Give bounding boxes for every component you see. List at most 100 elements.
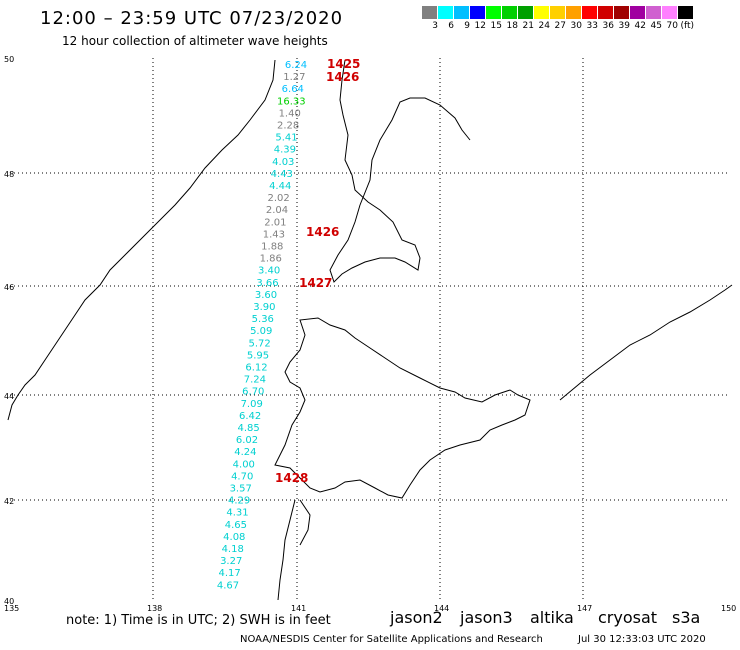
pass-time-label: 1427 bbox=[299, 276, 332, 290]
wave-height-value: 1.43 bbox=[263, 229, 285, 240]
color-scale-label: 36 bbox=[602, 21, 614, 31]
wave-height-value: 5.72 bbox=[248, 338, 270, 349]
legend-jason3: jason3 bbox=[460, 608, 513, 627]
wave-height-value: 5.36 bbox=[252, 314, 274, 325]
grid bbox=[10, 58, 727, 600]
lat-label: 40 bbox=[4, 597, 14, 606]
color-scale-label: 9 bbox=[464, 21, 470, 31]
color-scale-label: 21 bbox=[522, 21, 534, 31]
color-swatch bbox=[646, 6, 662, 19]
color-scale-label: 42 bbox=[634, 21, 646, 31]
wave-height-value: 3.66 bbox=[256, 278, 278, 289]
wave-height-value: 6.02 bbox=[236, 435, 258, 446]
color-swatch bbox=[502, 6, 518, 19]
lon-label: 144 bbox=[434, 604, 449, 613]
wave-height-value: 2.01 bbox=[264, 217, 286, 228]
color-swatch bbox=[438, 6, 454, 19]
color-swatch bbox=[422, 6, 438, 19]
lat-label: 42 bbox=[4, 497, 14, 506]
lon-label: 138 bbox=[147, 604, 162, 613]
color-swatch bbox=[486, 6, 502, 19]
wave-height-value: 2.28 bbox=[277, 121, 299, 132]
wave-height-value: 5.41 bbox=[275, 133, 297, 144]
lon-label: 150 bbox=[721, 604, 736, 613]
pass-time-label: 1428 bbox=[275, 471, 308, 485]
wave-height-value: 1.88 bbox=[261, 242, 283, 253]
map-title: 12:00 – 23:59 UTC 07/23/2020 bbox=[40, 8, 344, 29]
color-scale-label: (ft) bbox=[680, 21, 694, 31]
wave-height-value: 6.12 bbox=[245, 363, 267, 374]
color-swatch bbox=[534, 6, 550, 19]
pass-time-label: 1425 bbox=[327, 57, 360, 71]
color-scale-label: 6 bbox=[448, 21, 454, 31]
color-swatch bbox=[630, 6, 646, 19]
lat-label: 46 bbox=[4, 283, 14, 292]
wave-height-value: 4.03 bbox=[272, 157, 294, 168]
map-subtitle: 12 hour collection of altimeter wave hei… bbox=[62, 34, 328, 48]
color-scale-label: 12 bbox=[474, 21, 486, 31]
color-scale-label: 27 bbox=[554, 21, 566, 31]
wave-height-value: 4.85 bbox=[237, 423, 259, 434]
wave-height-value: 2.02 bbox=[267, 193, 289, 204]
color-scale-label: 70 bbox=[666, 21, 678, 31]
wave-height-value: 1.40 bbox=[279, 108, 301, 119]
color-scale-label: 39 bbox=[618, 21, 630, 31]
lon-label: 141 bbox=[291, 604, 306, 613]
wave-height-value: 3.90 bbox=[253, 302, 275, 313]
lat-label: 50 bbox=[4, 55, 14, 64]
footer-note: note: 1) Time is in UTC; 2) SWH is in fe… bbox=[66, 613, 331, 628]
legend-s3a: s3a bbox=[672, 608, 701, 627]
track-values: 6.241.276.6416.331.402.285.414.394.034.4… bbox=[217, 60, 307, 591]
legend-cryosat: cryosat bbox=[598, 608, 658, 627]
color-scale-label: 15 bbox=[490, 21, 502, 31]
wave-height-value: 4.17 bbox=[218, 568, 240, 579]
wave-height-value: 4.31 bbox=[226, 508, 248, 519]
color-scale-label: 24 bbox=[538, 21, 550, 31]
color-scale-label: 33 bbox=[586, 21, 598, 31]
lon-label: 147 bbox=[577, 604, 592, 613]
lat-labels: 50 48 46 44 42 40 bbox=[4, 55, 14, 606]
color-scale-label: 18 bbox=[506, 21, 518, 31]
color-scale-label: 45 bbox=[650, 21, 662, 31]
wave-height-value: 3.57 bbox=[230, 484, 252, 495]
color-swatch bbox=[582, 6, 598, 19]
wave-height-value: 4.43 bbox=[271, 169, 293, 180]
wave-height-value: 5.95 bbox=[247, 350, 269, 361]
lon-labels: 135 138 141 144 147 150 bbox=[4, 604, 736, 613]
wave-height-value: 7.24 bbox=[244, 375, 266, 386]
color-swatch bbox=[662, 6, 678, 19]
legend-jason2: jason2 bbox=[390, 608, 443, 627]
wave-height-value: 4.65 bbox=[225, 520, 247, 531]
color-swatch bbox=[678, 6, 694, 19]
legend-altika: altika bbox=[530, 608, 574, 627]
lat-label: 44 bbox=[4, 392, 14, 401]
wave-height-value: 7.09 bbox=[241, 399, 263, 410]
lon-label: 135 bbox=[4, 604, 19, 613]
wave-height-value: 1.86 bbox=[260, 254, 282, 265]
wave-height-value: 5.09 bbox=[250, 326, 272, 337]
color-scale-label: 3 bbox=[432, 21, 438, 31]
wave-height-value: 1.27 bbox=[283, 72, 305, 83]
color-swatch bbox=[566, 6, 582, 19]
pass-time-label: 1426 bbox=[306, 225, 339, 239]
wave-height-value: 4.29 bbox=[228, 496, 250, 507]
wave-height-value: 2.04 bbox=[266, 205, 288, 216]
color-swatch bbox=[550, 6, 566, 19]
wave-height-value: 3.40 bbox=[258, 266, 280, 277]
wave-height-value: 4.00 bbox=[233, 459, 255, 470]
lat-label: 48 bbox=[4, 170, 14, 179]
wave-height-value: 6.70 bbox=[242, 387, 264, 398]
wave-height-value: 4.39 bbox=[274, 145, 296, 156]
footer-credit: NOAA/NESDIS Center for Satellite Applica… bbox=[240, 634, 543, 645]
color-swatch bbox=[454, 6, 470, 19]
coastline bbox=[7, 59, 733, 601]
color-scale-labels: 3 6 9 12 15 18 21 24 27 30 33 36 39 42 45 70 (ft) bbox=[422, 21, 694, 31]
wave-height-value: 16.33 bbox=[277, 96, 306, 107]
wave-height-value: 4.08 bbox=[223, 532, 245, 543]
wave-height-value: 4.24 bbox=[234, 447, 256, 458]
color-swatch bbox=[470, 6, 486, 19]
wave-height-value: 4.67 bbox=[217, 580, 239, 591]
color-scale-label: 30 bbox=[570, 21, 582, 31]
